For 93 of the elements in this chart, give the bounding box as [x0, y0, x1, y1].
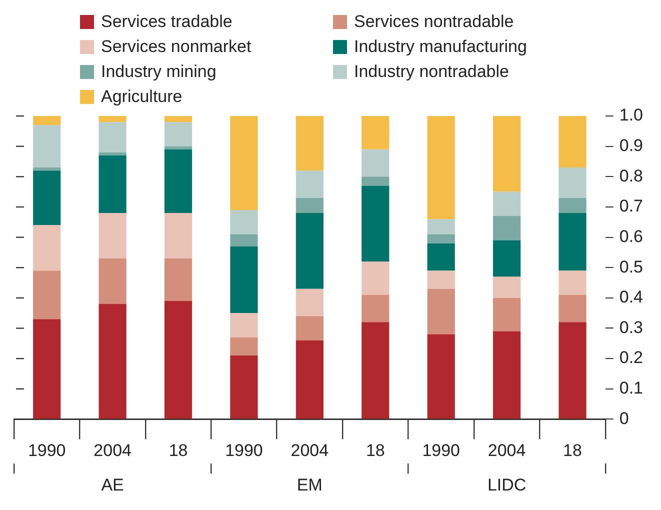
bar: [362, 262, 390, 295]
bar: [362, 294, 390, 322]
legend-label: Services nonmarket: [101, 36, 252, 56]
bar: [296, 198, 324, 214]
bar: [362, 186, 390, 262]
bar: [164, 258, 192, 301]
bar: [362, 322, 390, 419]
y-tick-label: 0.9: [619, 136, 644, 156]
bar: [296, 288, 324, 316]
bar: [296, 116, 324, 171]
text: AE: [101, 475, 124, 494]
bar: [164, 149, 192, 214]
bar: [427, 334, 455, 419]
bar: [558, 213, 586, 271]
bar: [230, 356, 258, 419]
bar: [33, 170, 61, 226]
bar: [362, 116, 390, 150]
bar: [493, 276, 521, 298]
y-tick-label: 0.2: [619, 348, 644, 368]
bar: [558, 270, 586, 295]
legend-label: Services nontradable: [354, 12, 514, 32]
bar: [362, 176, 390, 186]
x-tick-label: 18: [563, 441, 582, 460]
bar: [98, 258, 126, 304]
bar: [33, 225, 61, 271]
bar: [558, 198, 586, 214]
y-tick-label: 0.1: [619, 378, 644, 398]
y-tick-label: 0.3: [619, 318, 644, 337]
y-tick-label: 0.6: [619, 226, 644, 246]
legend-label: Industry mining: [101, 62, 216, 82]
y-tick-label: 0: [619, 408, 629, 428]
bar: [164, 300, 192, 419]
bar: [493, 116, 521, 192]
bar: [296, 170, 324, 198]
bar: [558, 322, 586, 419]
x-tick-label: 1990: [225, 441, 263, 460]
y-tick-label: 0.4: [619, 288, 644, 307]
bar: [427, 219, 455, 234]
bar: [98, 213, 126, 259]
legend-label: Industry manufacturing: [354, 36, 527, 56]
bar: [33, 270, 61, 320]
bar: [427, 270, 455, 289]
x-tick-label: 2004: [488, 441, 526, 460]
x-tick-label: 2004: [94, 441, 132, 460]
bar: [493, 192, 521, 216]
legend-label: Industry nontradable: [354, 62, 509, 82]
bar: [33, 319, 61, 419]
y-tick-label: 0.7: [619, 196, 644, 216]
x-tick-label: 1990: [422, 441, 460, 460]
bar: [164, 116, 192, 122]
y-tick-label: 0.5: [619, 257, 644, 276]
bar: [427, 288, 455, 334]
bar: [296, 213, 324, 289]
bar: [98, 155, 126, 214]
bar: [558, 168, 586, 198]
bar: [362, 149, 390, 177]
bar: [493, 331, 521, 419]
bar: [558, 116, 586, 168]
bar: [493, 240, 521, 277]
x-tick-label: 1990: [28, 441, 66, 460]
text: EM: [296, 475, 322, 494]
bar: [230, 116, 258, 210]
bar: [296, 340, 324, 419]
y-tick-label: 0.8: [619, 166, 644, 186]
y-tick-label: 1.0: [619, 106, 644, 125]
bar: [98, 152, 126, 156]
bar: [33, 168, 61, 171]
bar: [493, 216, 521, 240]
x-tick-label: 2004: [290, 441, 329, 460]
bar: [230, 313, 258, 338]
x-tick-label: 18: [168, 441, 188, 460]
bar: [296, 316, 324, 340]
bar: [230, 234, 258, 246]
bar: [230, 210, 258, 234]
bar: [427, 243, 455, 271]
bar: [493, 298, 521, 332]
bar: [33, 116, 61, 126]
bar: [230, 337, 258, 356]
bar: [164, 122, 192, 146]
legend-label: Agriculture: [101, 86, 182, 106]
bar: [33, 125, 61, 168]
bar: [558, 294, 586, 322]
bar: [427, 116, 455, 220]
bar: [164, 146, 192, 150]
legend-label: Services tradable: [101, 12, 232, 32]
text: LIDC: [487, 475, 526, 494]
x-tick-label: 18: [366, 441, 385, 460]
bar: [98, 122, 126, 152]
bar: [230, 246, 258, 314]
bar: [164, 213, 192, 259]
bar: [427, 234, 455, 244]
bar: [98, 116, 126, 122]
bar: [98, 304, 126, 419]
